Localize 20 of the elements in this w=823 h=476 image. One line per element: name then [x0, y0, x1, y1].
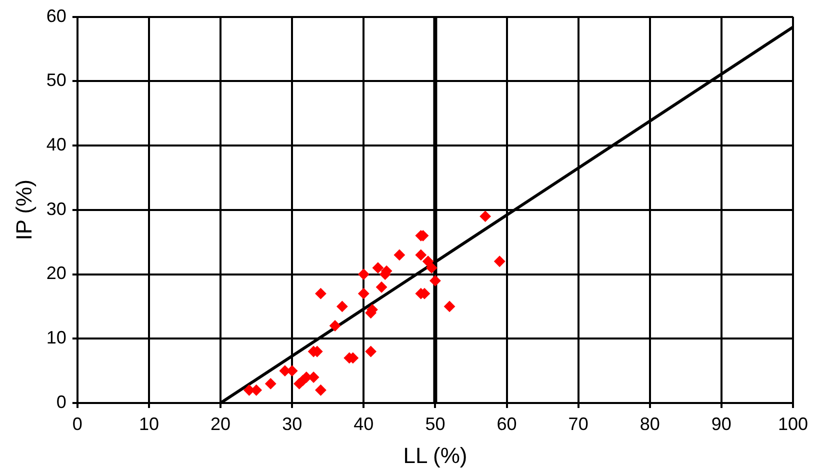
- x-tick-label: 50: [425, 414, 446, 434]
- y-tick-label: 40: [46, 134, 66, 154]
- x-tick-label: 0: [72, 414, 82, 434]
- x-tick-label: 30: [282, 414, 302, 434]
- y-tick-label: 50: [46, 70, 66, 90]
- y-tick-label: 10: [46, 328, 66, 348]
- x-tick-label: 100: [778, 414, 808, 434]
- x-tick-label: 60: [496, 414, 517, 434]
- x-tick-label: 20: [210, 414, 231, 434]
- y-tick-label: 30: [46, 198, 66, 219]
- y-tick-label: 60: [46, 6, 66, 26]
- x-tick-label: 40: [354, 414, 374, 434]
- y-axis-title: IP (%): [11, 180, 36, 240]
- y-tick-label: 20: [46, 263, 66, 284]
- x-axis-title: LL (%): [403, 442, 468, 468]
- x-tick-label: 10: [138, 414, 159, 434]
- x-tick-label: 70: [568, 414, 588, 434]
- y-tick-label: 0: [56, 392, 66, 412]
- x-tick-label: 80: [640, 414, 660, 434]
- x-tick-label: 90: [711, 414, 732, 434]
